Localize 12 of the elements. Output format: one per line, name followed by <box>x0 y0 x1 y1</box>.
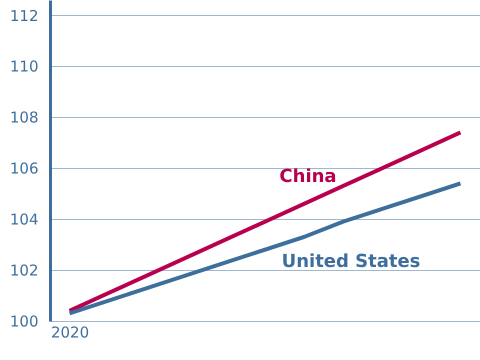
y-tick-label: 100 <box>10 312 38 330</box>
y-tick-label: 104 <box>10 210 38 229</box>
line-series <box>68 181 462 316</box>
y-tick-label: 110 <box>10 58 38 76</box>
y-tick-label: 102 <box>10 262 38 280</box>
line-series <box>68 130 462 313</box>
y-tick-label: 108 <box>10 108 38 127</box>
y-tick-label: 106 <box>10 160 38 178</box>
series-label: China <box>279 166 337 188</box>
y-tick-label: 112 <box>10 6 38 25</box>
x-tick-label: 2020 <box>50 324 90 342</box>
series-label: United States <box>282 251 420 272</box>
